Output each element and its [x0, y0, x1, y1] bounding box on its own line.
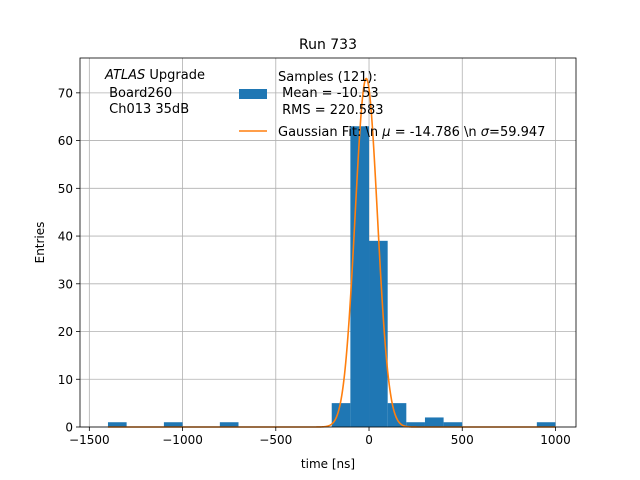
histogram-bar [536, 422, 556, 427]
y-tick-label: 60 [58, 134, 73, 148]
legend-fit-sigma: σ [481, 125, 490, 140]
y-tick-label: 20 [58, 325, 73, 339]
x-tick-label: −1500 [69, 433, 110, 447]
x-tick-label: 0 [365, 433, 373, 447]
x-tick-label: −1000 [162, 433, 203, 447]
y-tick-label: 40 [58, 230, 73, 244]
y-tick-label: 0 [65, 421, 73, 435]
legend-hist-line-1: Samples (121): [278, 70, 377, 85]
histogram-bar [331, 403, 351, 427]
histogram-bar [424, 417, 444, 427]
y-tick-label: 50 [58, 182, 73, 196]
y-tick-label: 70 [58, 86, 73, 100]
annotation-line-1: ATLAS Upgrade [104, 68, 205, 83]
x-axis-label: time [ns] [301, 457, 355, 471]
x-axis-ticks: −1500 −1000 −500 0 500 1000 [69, 427, 571, 447]
legend-hist-swatch [239, 89, 267, 99]
histogram-bar [443, 422, 463, 427]
x-tick-label: −500 [259, 433, 292, 447]
y-axis-label: Entries [33, 222, 47, 264]
histogram-bar [369, 240, 388, 427]
legend-hist-line-2: Mean = -10.53 [278, 86, 379, 101]
y-tick-label: 30 [58, 277, 73, 291]
legend: Samples (121): Mean = -10.53 RMS = 220.5… [239, 70, 545, 140]
y-axis-ticks: 0 10 20 30 40 50 60 70 [58, 86, 80, 435]
histogram-bar [107, 422, 127, 427]
legend-hist-line-3: RMS = 220.583 [278, 103, 384, 118]
x-tick-label: 1000 [540, 433, 571, 447]
legend-fit-middle: = -14.786 \n [391, 125, 481, 140]
plot-frame [79, 57, 577, 428]
annotation-line-2: Board260 [105, 86, 172, 101]
x-tick-label: 500 [451, 433, 474, 447]
annotation-upgrade: Upgrade [145, 68, 205, 83]
annotation-line-3: Ch013 35dB [105, 102, 189, 117]
legend-fit-mu: μ [381, 125, 390, 140]
legend-fit-suffix: =59.947 [489, 125, 545, 140]
y-tick-label: 10 [58, 373, 73, 387]
chart-title: Run 733 [299, 37, 357, 53]
histogram-bar [387, 403, 407, 427]
histogram-bar [350, 126, 370, 428]
histogram-bar [163, 422, 183, 427]
legend-fit-label: Gaussian Fit: \n μ = -14.786 \n σ=59.947 [278, 125, 545, 140]
legend-fit-prefix: Gaussian Fit: \n [278, 125, 382, 140]
annotation-atlas: ATLAS [104, 68, 145, 83]
histogram-bar [406, 422, 425, 427]
atlas-annotation: ATLAS Upgrade Board260 Ch013 35dB [104, 68, 205, 117]
histogram-bar [219, 422, 239, 427]
grid [80, 58, 576, 428]
